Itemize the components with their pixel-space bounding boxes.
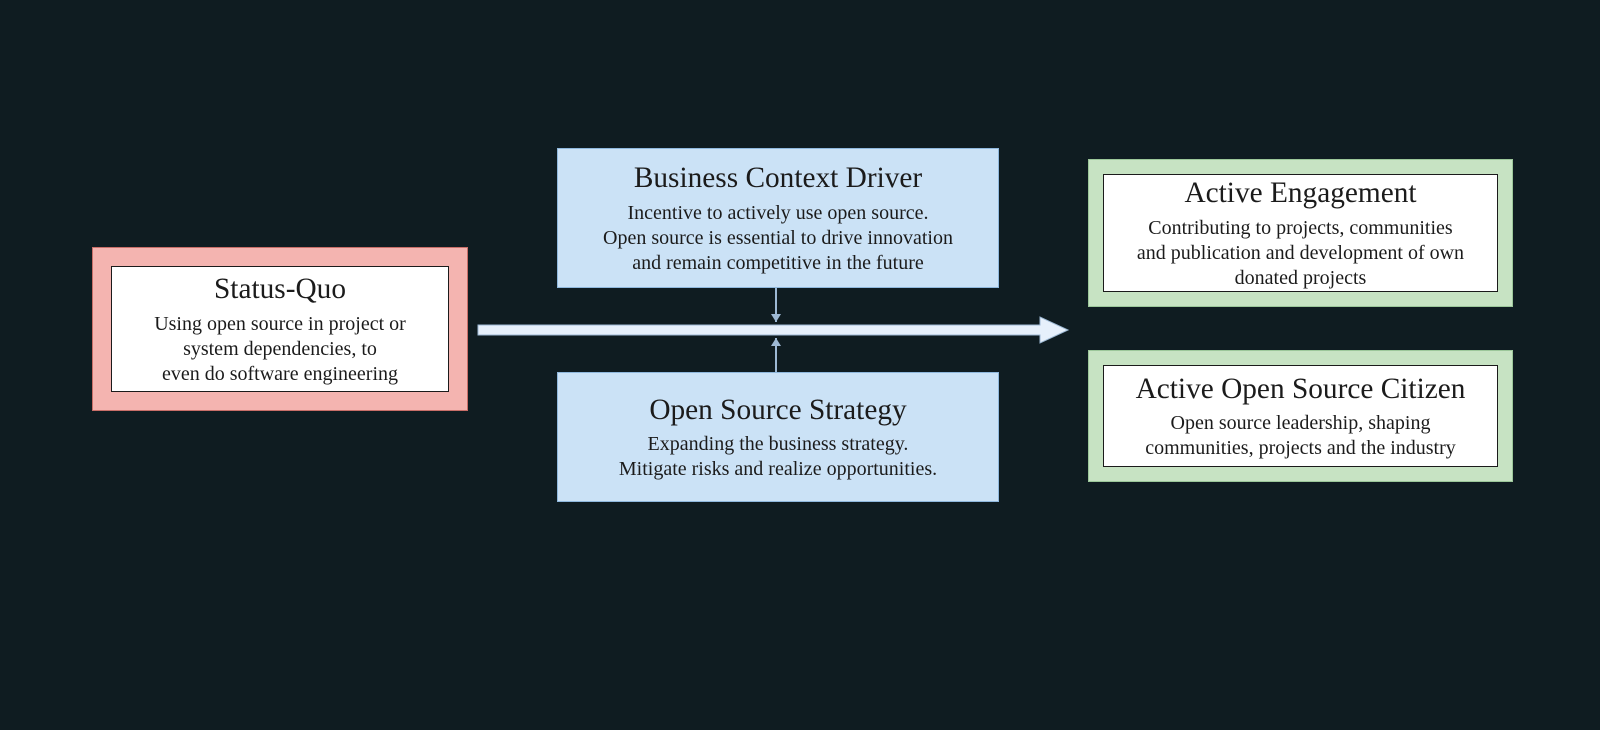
node-title: Open Source Strategy <box>649 392 906 429</box>
node-body: Using open source in project orsystem de… <box>154 312 406 387</box>
node-outer: Active Engagement Contributing to projec… <box>1088 159 1513 307</box>
node-title: Business Context Driver <box>634 160 922 197</box>
node-inner: Active Engagement Contributing to projec… <box>1103 174 1498 292</box>
node-inner: Active Open Source Citizen Open source l… <box>1103 365 1498 467</box>
node-active-engagement: Active Engagement Contributing to projec… <box>1088 159 1513 307</box>
small-arrow-up <box>771 338 781 372</box>
node-body: Contributing to projects, communitiesand… <box>1137 216 1464 291</box>
node-body: Incentive to actively use open source.Op… <box>603 201 953 276</box>
node-title: Active Engagement <box>1184 175 1416 212</box>
node-inner: Status-Quo Using open source in project … <box>111 266 449 392</box>
main-arrow <box>478 317 1068 343</box>
node-title: Active Open Source Citizen <box>1136 371 1466 408</box>
node-body: Open source leadership, shapingcommuniti… <box>1145 411 1456 461</box>
node-inner: Business Context Driver Incentive to act… <box>558 149 998 287</box>
node-outer: Active Open Source Citizen Open source l… <box>1088 350 1513 482</box>
small-arrow-down <box>771 288 781 322</box>
node-inner: Open Source Strategy Expanding the busin… <box>558 373 998 501</box>
node-outer: Business Context Driver Incentive to act… <box>557 148 999 288</box>
node-active-open-source-citizen: Active Open Source Citizen Open source l… <box>1088 350 1513 482</box>
node-open-source-strategy: Open Source Strategy Expanding the busin… <box>557 372 999 502</box>
node-body: Expanding the business strategy.Mitigate… <box>619 432 937 482</box>
node-outer: Open Source Strategy Expanding the busin… <box>557 372 999 502</box>
node-outer: Status-Quo Using open source in project … <box>92 247 468 411</box>
diagram-canvas: Status-Quo Using open source in project … <box>0 0 1600 730</box>
node-business-context-driver: Business Context Driver Incentive to act… <box>557 148 999 288</box>
node-title: Status-Quo <box>214 271 346 308</box>
node-status-quo: Status-Quo Using open source in project … <box>92 247 468 411</box>
